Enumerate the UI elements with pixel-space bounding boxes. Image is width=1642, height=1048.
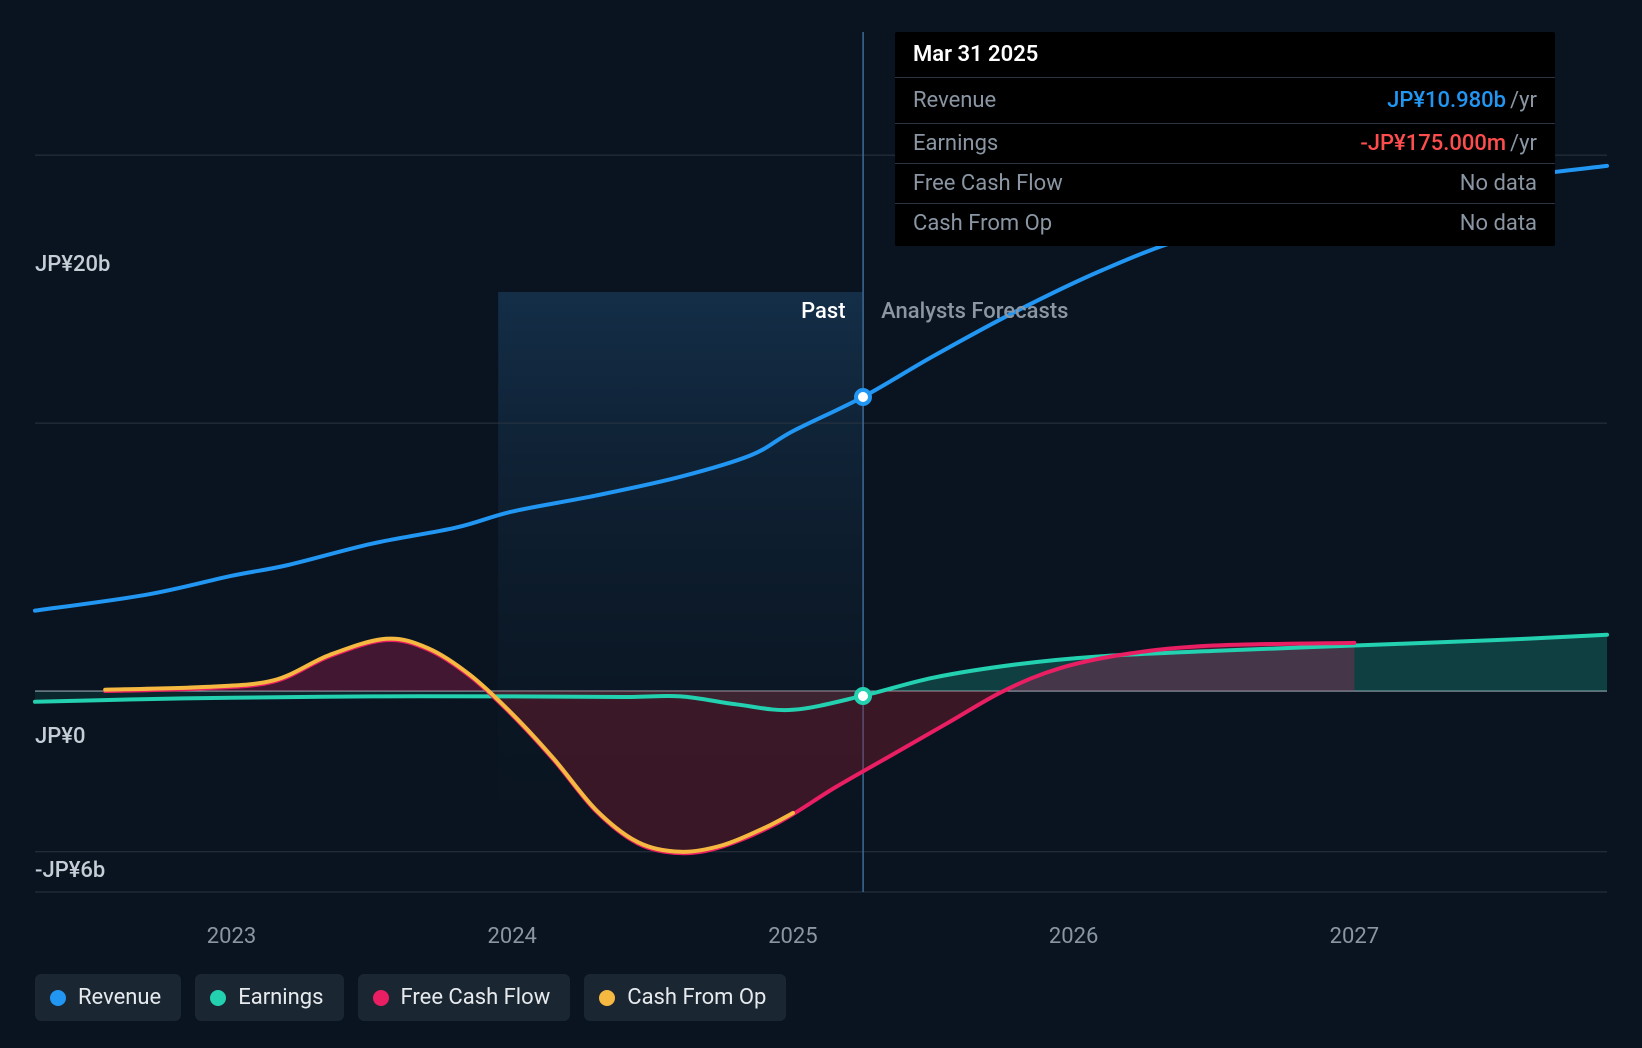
tooltip-date: Mar 31 2025: [913, 42, 1038, 67]
tooltip-metric-value: -JP¥175.000m/yr: [1360, 131, 1537, 156]
legend-item-cash-from-op[interactable]: Cash From Op: [584, 974, 786, 1021]
x-tick-label: 2024: [487, 924, 536, 949]
legend-label: Cash From Op: [627, 985, 766, 1010]
legend-item-free-cash-flow[interactable]: Free Cash Flow: [358, 974, 571, 1021]
tooltip-nodata: No data: [1460, 171, 1537, 196]
financial-chart: JP¥20b JP¥0 -JP¥6b 20232024202520262027 …: [0, 0, 1642, 1048]
hover-marker: [854, 687, 872, 705]
tooltip-metric-label: Cash From Op: [913, 211, 1052, 236]
tooltip-row: Earnings -JP¥175.000m/yr: [895, 124, 1555, 164]
legend-dot: [210, 990, 226, 1006]
legend-label: Free Cash Flow: [401, 985, 551, 1010]
legend-item-revenue[interactable]: Revenue: [35, 974, 181, 1021]
legend-label: Revenue: [78, 985, 161, 1010]
legend-dot: [599, 990, 615, 1006]
hover-marker: [854, 388, 872, 406]
forecast-label: Analysts Forecasts: [881, 299, 1068, 324]
x-tick-label: 2025: [768, 924, 817, 949]
tooltip-metric-label: Free Cash Flow: [913, 171, 1063, 196]
legend: Revenue Earnings Free Cash Flow Cash From O…: [35, 974, 786, 1021]
legend-label: Earnings: [238, 985, 323, 1010]
legend-dot: [373, 990, 389, 1006]
tooltip-metric-label: Earnings: [913, 131, 998, 156]
tooltip-row: Cash From Op No data: [895, 204, 1555, 246]
tooltip-row: Free Cash Flow No data: [895, 164, 1555, 204]
legend-dot: [50, 990, 66, 1006]
tooltip-row: Revenue JP¥10.980b/yr: [895, 78, 1555, 124]
hover-tooltip: Mar 31 2025 Revenue JP¥10.980b/yr Earnings…: [895, 32, 1555, 246]
x-tick-label: 2023: [207, 924, 256, 949]
past-label: Past: [801, 299, 845, 324]
tooltip-metric-value: JP¥10.980b/yr: [1387, 88, 1537, 113]
legend-item-earnings[interactable]: Earnings: [195, 974, 343, 1021]
tooltip-metric-label: Revenue: [913, 88, 996, 113]
x-tick-label: 2027: [1330, 924, 1379, 949]
y-tick-label: JP¥0: [35, 724, 85, 749]
tooltip-nodata: No data: [1460, 211, 1537, 236]
y-tick-label: JP¥20b: [35, 252, 110, 277]
y-tick-label: -JP¥6b: [35, 858, 105, 883]
x-tick-label: 2026: [1049, 924, 1098, 949]
